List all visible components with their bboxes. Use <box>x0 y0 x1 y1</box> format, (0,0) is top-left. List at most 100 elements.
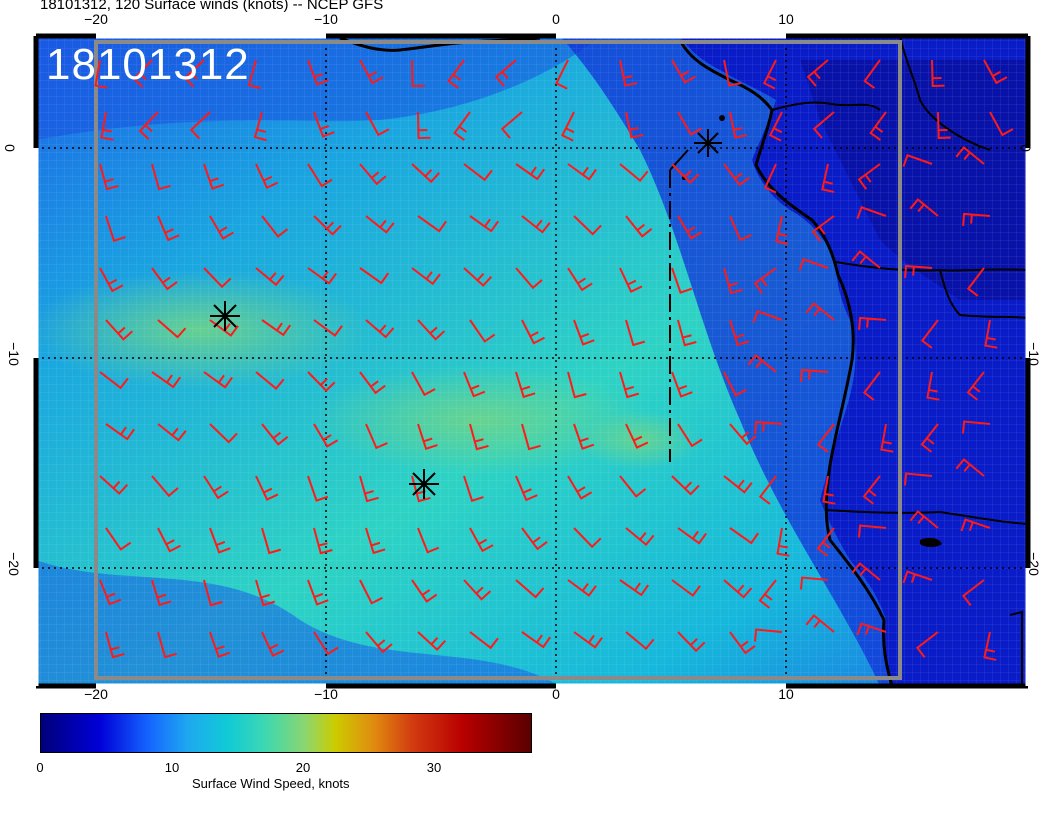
wind-barb <box>463 475 484 502</box>
wind-barb <box>515 163 545 181</box>
lat-tick-left: 0 <box>1 144 18 152</box>
wind-barb <box>573 631 603 649</box>
colorbar-tick: 0 <box>36 760 44 775</box>
wind-barb <box>677 631 706 653</box>
wind-barb <box>723 267 743 295</box>
wind-barb <box>261 631 285 657</box>
wind-barb <box>762 59 777 90</box>
wind-barb <box>99 579 122 606</box>
wind-barb <box>255 475 279 501</box>
wind-barb <box>677 215 703 240</box>
wind-barb <box>203 371 233 389</box>
wind-barb <box>411 163 440 184</box>
wind-barb <box>671 267 693 294</box>
wind-barb <box>747 354 777 373</box>
colorbar-tick: 30 <box>426 760 442 775</box>
wind-barb <box>862 371 881 401</box>
wind-barb <box>816 527 835 557</box>
wind-barb <box>203 267 232 289</box>
wind-barb <box>151 371 181 389</box>
wind-barb <box>902 153 933 167</box>
wind-barb <box>365 111 390 137</box>
wind-barb <box>671 59 696 84</box>
wind-barb <box>966 371 985 401</box>
wind-barb <box>723 579 753 599</box>
wind-barb <box>677 423 703 448</box>
wind-barb <box>880 423 894 453</box>
wind-barb <box>411 371 436 397</box>
wind-barb <box>821 163 835 193</box>
wind-barb <box>100 111 114 141</box>
wind-barb <box>255 267 285 287</box>
wind-barb <box>157 631 177 659</box>
wind-barb <box>313 319 343 337</box>
wind-barb <box>203 475 229 500</box>
wind-barb <box>723 371 747 397</box>
wind-barb <box>983 631 997 661</box>
wind-barb <box>758 475 777 505</box>
wind-barb <box>915 631 939 658</box>
wind-barb <box>203 579 223 607</box>
chart-title: 18101312, 120 Surface winds (knots) -- N… <box>40 0 384 13</box>
wind-barb <box>857 163 881 190</box>
wind-barb <box>417 319 446 341</box>
wind-barb <box>183 59 205 88</box>
wind-barb <box>625 215 653 238</box>
wind-barb <box>132 59 153 88</box>
wind-barb <box>463 579 492 601</box>
wind-barb <box>359 371 386 395</box>
wind-barb <box>255 371 285 390</box>
colorbar-tick: 20 <box>295 760 311 775</box>
lat-tick-right: 0 <box>1017 144 1034 152</box>
wind-barb <box>151 163 171 191</box>
wind-barb <box>768 111 783 142</box>
wind-barb <box>677 319 697 347</box>
wind-barb <box>567 163 597 181</box>
valid-time-label: 18101312 <box>46 40 250 89</box>
coastline <box>678 39 894 687</box>
wind-barb <box>856 622 887 636</box>
wind-barb <box>775 215 789 245</box>
wind-barb <box>904 264 933 279</box>
wind-barb <box>417 527 440 554</box>
wind-barb <box>521 631 551 649</box>
wind-barb <box>261 527 282 555</box>
wind-barb <box>521 215 551 234</box>
star-marker-3 <box>694 129 722 157</box>
wind-barb <box>307 163 333 188</box>
wind-barb <box>619 59 638 87</box>
wind-barb <box>625 319 646 347</box>
wind-barb <box>822 475 836 505</box>
wind-barb <box>105 319 133 341</box>
wind-barbs <box>94 59 1014 661</box>
wind-barb <box>307 267 337 285</box>
wind-barb <box>105 215 126 243</box>
wind-barb <box>261 215 289 238</box>
wind-barb <box>851 562 881 581</box>
wind-barb <box>189 111 211 140</box>
lon-tick-bottom: 0 <box>552 686 560 702</box>
wind-barb <box>671 579 701 597</box>
coastline-north <box>339 36 541 52</box>
wind-barb <box>763 163 777 194</box>
wind-barb <box>798 257 829 271</box>
border <box>899 35 991 151</box>
fine-grid <box>36 36 1028 686</box>
wind-barb <box>902 570 933 584</box>
wind-barb <box>359 163 387 186</box>
wind-barb <box>463 371 486 398</box>
wind-barb <box>515 579 545 599</box>
wind-barb <box>469 215 499 233</box>
wind-barb <box>863 59 881 89</box>
wind-barb <box>417 631 447 651</box>
lat-tick-right: −10 <box>1025 342 1042 366</box>
wind-barb <box>862 475 881 505</box>
border <box>771 101 881 111</box>
wind-barb <box>359 59 384 85</box>
wind-barb <box>858 316 887 331</box>
wind-barb <box>729 423 757 446</box>
wind-barb <box>961 579 985 606</box>
wind-barb <box>869 111 887 141</box>
wind-barb <box>253 111 267 142</box>
